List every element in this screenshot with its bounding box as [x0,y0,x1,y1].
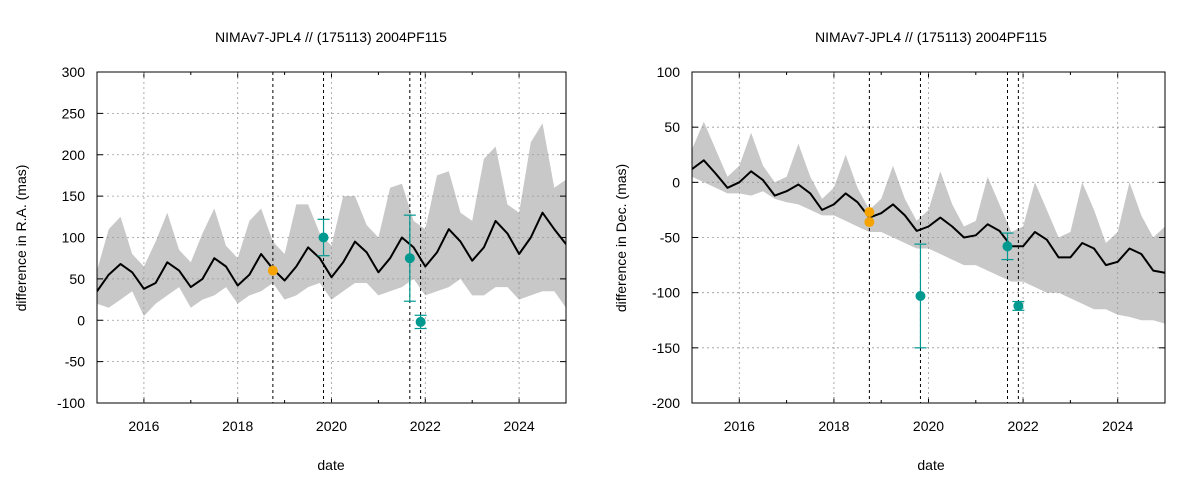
ra-y-tick-label: 300 [62,64,86,80]
dec-x-tick-label: 2020 [913,418,944,434]
dec-y-tick-label: -100 [652,285,680,301]
dec-data-point [864,217,875,228]
ra-x-axis-label: date [317,457,344,473]
dec-x-tick-label: 2024 [1102,418,1133,434]
ra-data-point [415,316,426,327]
ra-data-point [404,253,415,264]
ra-y-tick-label: -100 [57,395,85,411]
dec-x-tick-label: 2018 [818,418,849,434]
ra-y-tick-label: 100 [62,230,86,246]
ra-x-tick-label: 2018 [222,418,253,434]
ra-y-axis-label: difference in R.A. (mas) [13,165,29,312]
dec-y-tick-label: 0 [672,174,680,190]
dec-data-point [1002,241,1013,252]
dec-plot-frame [691,71,1166,404]
ra-y-tick-label: 250 [62,105,86,121]
ra-data-point [267,265,278,276]
dec-chart-title: NIMAv7-JPL4 // (175113) 2004PF115 [815,29,1047,45]
ra-y-tick-label: 200 [62,147,86,163]
ra-chart: NIMAv7-JPL4 // (175113) 2004PF115 date d… [13,29,567,473]
ra-model-line [97,211,566,292]
dec-x-tick-label: 2022 [1008,418,1039,434]
dec-y-tick-label: 100 [657,64,681,80]
dec-data-point [1013,300,1024,311]
dec-x-axis-label: date [917,457,944,473]
ra-uncertainty-band [97,123,566,317]
dec-y-tick-label: -150 [652,340,680,356]
ra-x-tick-label: 2016 [128,418,159,434]
dec-y-tick-label: -50 [660,230,680,246]
ra-data-point [318,232,329,243]
dec-data-point [864,207,875,218]
ra-y-tick-label: 50 [69,271,85,287]
ra-chart-title: NIMAv7-JPL4 // (175113) 2004PF115 [215,29,447,45]
ra-plot-frame [96,71,567,404]
dec-y-axis-label: difference in Dec. (mas) [613,164,629,312]
dec-model-line [692,159,1165,274]
dec-x-tick-label: 2016 [724,418,755,434]
ra-x-tick-label: 2022 [410,418,441,434]
dec-y-tick-label: -200 [652,395,680,411]
dec-data-point [915,290,926,301]
ra-x-tick-label: 2024 [504,418,535,434]
ra-y-tick-label: -50 [65,354,85,370]
dec-chart: NIMAv7-JPL4 // (175113) 2004PF115 date d… [613,29,1166,473]
ra-y-tick-label: 0 [77,312,85,328]
ra-y-tick-label: 150 [62,188,86,204]
dec-y-tick-label: 50 [664,119,680,135]
ra-x-tick-label: 2020 [316,418,347,434]
